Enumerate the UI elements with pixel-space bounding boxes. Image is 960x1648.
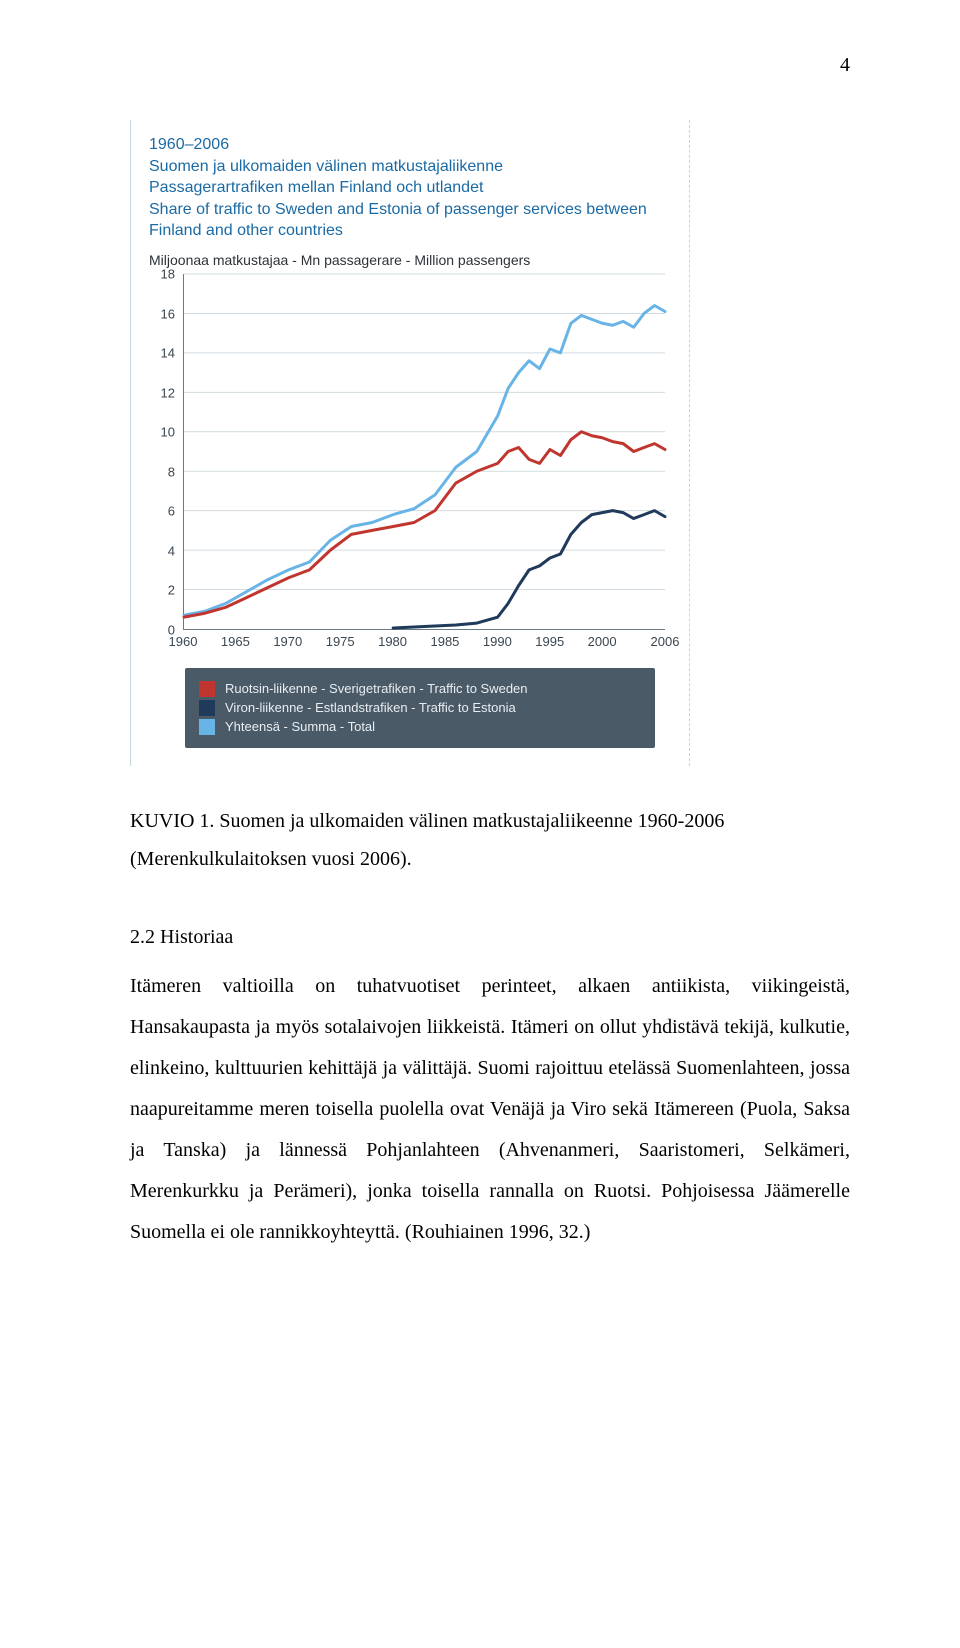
x-tick-label: 1970 xyxy=(273,634,302,649)
page-number: 4 xyxy=(840,54,850,77)
y-axis: 024681012141618 xyxy=(149,274,181,630)
legend-row: Viron-liikenne - Estlandstrafiken - Traf… xyxy=(199,700,641,716)
figure-title-line-3: Passagerartrafiken mellan Finland och ut… xyxy=(149,177,679,199)
y-tick-label: 2 xyxy=(168,583,175,598)
y-tick-label: 6 xyxy=(168,504,175,519)
body-paragraph: Itämeren valtioilla on tuhatvuotiset per… xyxy=(130,966,850,1253)
chart: 024681012141618 196019651970197519801985… xyxy=(149,274,669,654)
x-tick-label: 1980 xyxy=(378,634,407,649)
section-heading: 2.2 Historiaa xyxy=(130,918,850,956)
figure-caption: KUVIO 1. Suomen ja ulkomaiden välinen ma… xyxy=(130,802,850,878)
x-tick-label: 1975 xyxy=(326,634,355,649)
legend-label: Ruotsin-liikenne - Sverigetrafiken - Tra… xyxy=(225,681,528,696)
plot-area xyxy=(183,274,665,630)
legend-swatch xyxy=(199,719,215,735)
y-tick-label: 4 xyxy=(168,543,175,558)
legend-row: Yhteensä - Summa - Total xyxy=(199,719,641,735)
x-tick-label: 2000 xyxy=(588,634,617,649)
figure-block: 1960–2006 Suomen ja ulkomaiden välinen m… xyxy=(130,120,690,766)
y-tick-label: 12 xyxy=(161,385,175,400)
y-tick-label: 14 xyxy=(161,346,175,361)
y-tick-label: 18 xyxy=(161,266,175,281)
legend-swatch xyxy=(199,681,215,697)
chart-svg xyxy=(184,274,665,629)
page: 4 1960–2006 Suomen ja ulkomaiden välinen… xyxy=(0,0,960,1333)
x-tick-label: 1960 xyxy=(169,634,198,649)
figure-title-line-1: 1960–2006 xyxy=(149,134,679,156)
legend: Ruotsin-liikenne - Sverigetrafiken - Tra… xyxy=(185,668,655,748)
x-tick-label: 1990 xyxy=(483,634,512,649)
y-tick-label: 16 xyxy=(161,306,175,321)
y-tick-label: 10 xyxy=(161,425,175,440)
figure-title-line-2: Suomen ja ulkomaiden välinen matkustajal… xyxy=(149,156,679,178)
x-tick-label: 2006 xyxy=(651,634,680,649)
legend-label: Yhteensä - Summa - Total xyxy=(225,719,375,734)
figure-title-block: 1960–2006 Suomen ja ulkomaiden välinen m… xyxy=(149,134,679,242)
x-tick-label: 1995 xyxy=(535,634,564,649)
figure-title-line-4: Share of traffic to Sweden and Estonia o… xyxy=(149,199,679,242)
legend-label: Viron-liikenne - Estlandstrafiken - Traf… xyxy=(225,700,516,715)
x-axis: 1960196519701975198019851990199520002006 xyxy=(183,632,665,654)
y-tick-label: 8 xyxy=(168,464,175,479)
figure-subtitle: Miljoonaa matkustajaa - Mn passagerare -… xyxy=(149,252,679,268)
x-tick-label: 1985 xyxy=(430,634,459,649)
legend-swatch xyxy=(199,700,215,716)
x-tick-label: 1965 xyxy=(221,634,250,649)
legend-row: Ruotsin-liikenne - Sverigetrafiken - Tra… xyxy=(199,681,641,697)
